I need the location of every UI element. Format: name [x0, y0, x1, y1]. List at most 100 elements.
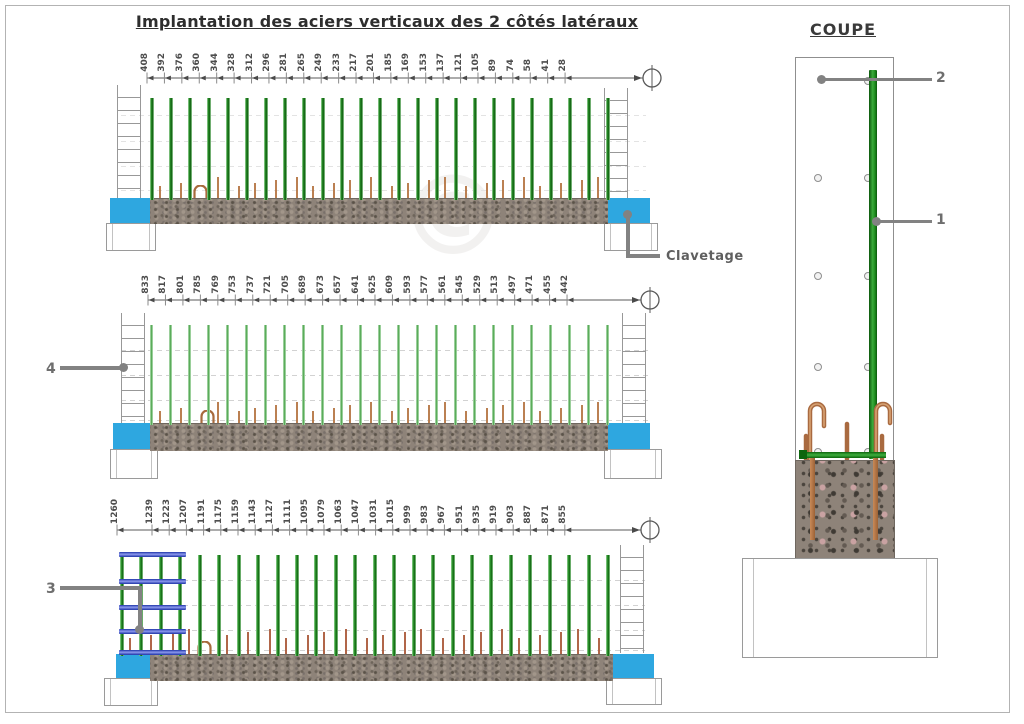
vertical-rebar: [150, 325, 153, 425]
vertical-rebar: [226, 325, 229, 425]
vertical-rebar: [411, 555, 416, 656]
vertical-rebar: [473, 98, 477, 200]
starter-dowel: [150, 635, 153, 654]
starter-dowel: [348, 405, 351, 423]
starter-dowel: [441, 638, 444, 654]
vertical-rebar: [372, 555, 377, 656]
vertical-rebar: [359, 98, 363, 200]
vertical-rebar: [489, 555, 494, 656]
vertical-rebar: [587, 98, 591, 200]
vertical-rebar: [264, 325, 267, 425]
starter-dowel: [216, 177, 219, 198]
vertical-rebar: [530, 325, 533, 425]
starter-dowel: [247, 632, 250, 654]
starter-dowel: [348, 180, 351, 198]
concrete-strip: [150, 654, 613, 681]
callout-3-label: 3: [46, 581, 56, 597]
concrete-strip: [150, 423, 608, 451]
wall-gridline: [121, 115, 646, 116]
link-bar: [119, 579, 186, 584]
vertical-rebar: [359, 325, 362, 425]
wall-gridline: [121, 350, 648, 351]
spacer-circle: [814, 272, 822, 280]
vertical-rebar: [530, 98, 534, 200]
wall-gridline: [121, 190, 646, 191]
starter-dowel: [576, 629, 579, 654]
starter-dowel: [464, 186, 467, 198]
vertical-rebar: [397, 98, 401, 200]
starter-dowel: [295, 177, 298, 198]
wall-gridline: [120, 630, 645, 631]
link-bar: [119, 552, 186, 557]
vertical-rebar: [435, 98, 439, 200]
wall-gridline: [121, 166, 646, 167]
starter-dowel: [501, 629, 504, 654]
starter-dowel: [427, 405, 430, 423]
starter-dowel: [179, 408, 182, 423]
vertical-rebar: [587, 325, 590, 425]
coupe-vertical-rebar: [869, 70, 877, 459]
footing-right: [604, 223, 658, 251]
starter-dowel: [179, 183, 182, 198]
vertical-rebar: [321, 325, 324, 425]
starter-dowel: [158, 411, 161, 423]
clavetage-leader-drop: [626, 214, 630, 258]
vertical-rebar: [549, 325, 552, 425]
starter-dowel: [369, 402, 372, 423]
starter-dowel: [171, 632, 174, 654]
vertical-rebar: [207, 325, 210, 425]
footing-left: [104, 678, 158, 706]
starter-dowel: [501, 180, 504, 198]
starter-dowel: [188, 629, 190, 654]
starter-dowel: [332, 408, 335, 423]
vertical-rebar: [353, 555, 358, 656]
wall-gridline: [121, 400, 648, 401]
wall-gridline: [121, 420, 648, 421]
vertical-rebar: [528, 555, 533, 656]
vertical-rebar: [283, 98, 287, 200]
dimension-line: [147, 287, 660, 313]
starter-dowel: [369, 177, 372, 198]
vertical-rebar: [275, 555, 280, 656]
coupe-starter-bar-left: [810, 458, 815, 540]
vertical-rebar: [340, 98, 344, 200]
link-bar: [119, 605, 186, 610]
wall-gridline: [120, 605, 645, 606]
link-bar: [119, 650, 186, 655]
vertical-rebar: [245, 98, 249, 200]
callout-3-dot: [135, 625, 144, 634]
clavetage-block-left: [113, 423, 150, 449]
starter-dowel: [427, 180, 430, 198]
formwork-ladder: [117, 85, 141, 198]
wall-gridline: [121, 375, 648, 376]
vertical-rebar: [454, 325, 457, 425]
vertical-rebar: [264, 98, 268, 200]
vertical-rebar: [568, 98, 572, 200]
vertical-rebar: [321, 98, 325, 200]
vertical-rebar: [508, 555, 513, 656]
footing-left: [110, 449, 158, 479]
starter-dowel: [485, 183, 488, 198]
page-border: [5, 5, 1010, 713]
vertical-rebar: [568, 325, 571, 425]
starter-dowel: [128, 638, 131, 654]
vertical-rebar: [378, 98, 382, 200]
starter-dowel: [580, 180, 583, 198]
starter-dowel: [539, 635, 541, 654]
drawing-title: Implantation des aciers verticaux des 2 …: [135, 12, 639, 31]
starter-dowel: [517, 638, 520, 654]
starter-dowel: [406, 183, 409, 198]
vertical-rebar: [283, 325, 286, 425]
starter-dowel: [311, 411, 314, 423]
vertical-rebar: [302, 325, 305, 425]
dimension-line: [116, 517, 660, 543]
starter-dowel: [225, 635, 228, 654]
starter-dowel: [390, 186, 393, 198]
callout-4-dot: [119, 363, 128, 372]
vertical-rebar: [450, 555, 455, 656]
starter-dowel: [580, 405, 583, 423]
coupe-title: COUPE: [810, 20, 876, 39]
spacer-circle: [814, 363, 822, 371]
starter-dowel: [274, 180, 277, 198]
